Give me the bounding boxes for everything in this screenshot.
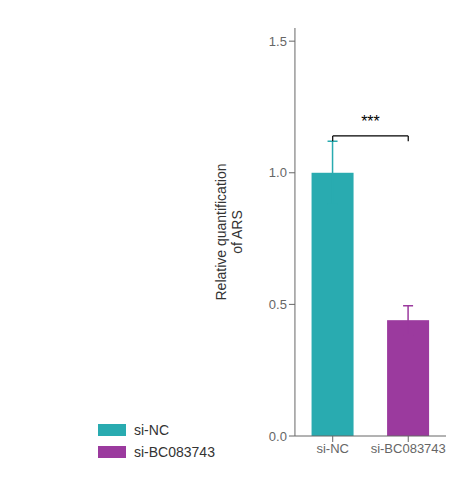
svg-text:Relative quantificationof ARS: Relative quantificationof ARS (213, 164, 245, 301)
svg-text:1.5: 1.5 (269, 34, 287, 49)
svg-text:0.5: 0.5 (269, 297, 287, 312)
html-text:si-NC: si-NC (134, 422, 169, 438)
svg-text:0.0: 0.0 (269, 429, 287, 444)
svg-text:1.0: 1.0 (269, 165, 287, 180)
svg-text:si-NC: si-NC (316, 441, 349, 456)
html-text:si-BC083743: si-BC083743 (134, 444, 215, 460)
svg-text:si-BC083743: si-BC083743 (371, 441, 446, 456)
svg-text:***: *** (361, 113, 380, 130)
